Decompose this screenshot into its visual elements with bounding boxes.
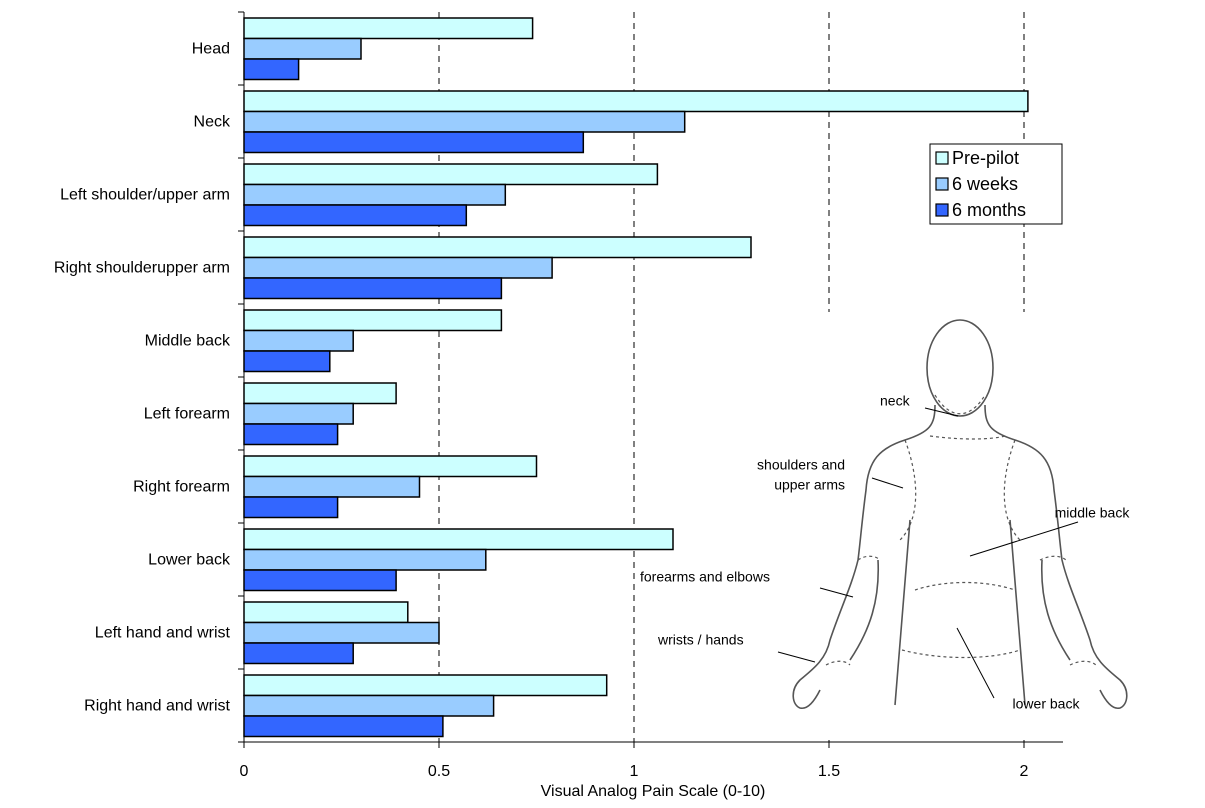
legend-label: Pre-pilot xyxy=(952,148,1019,168)
x-tick-label: 2 xyxy=(1020,763,1029,780)
annotation-leader xyxy=(777,651,816,663)
bar xyxy=(243,256,553,279)
y-tick-label: Left forearm xyxy=(144,406,230,423)
body-outline xyxy=(914,581,1016,591)
bar xyxy=(243,37,362,60)
body-outline xyxy=(894,519,1026,706)
bar xyxy=(243,382,397,405)
bar xyxy=(243,455,538,478)
body-outline xyxy=(926,319,994,417)
bar xyxy=(243,90,1029,113)
y-tick-label: Left shoulder/upper arm xyxy=(60,187,230,204)
annotation-leader xyxy=(924,407,959,417)
legend-label: 6 months xyxy=(952,200,1026,220)
bar xyxy=(243,402,354,425)
bar xyxy=(243,204,468,227)
bar xyxy=(243,496,339,519)
body-diagram xyxy=(792,319,1128,710)
body-outline xyxy=(929,435,1006,440)
bar xyxy=(243,350,331,373)
body-outline xyxy=(899,439,1021,541)
annotation: lower back xyxy=(1013,696,1081,712)
legend-marker xyxy=(935,151,949,165)
bar xyxy=(243,548,487,571)
annotation-leader xyxy=(956,627,995,699)
bar xyxy=(243,642,354,665)
bar xyxy=(243,309,503,332)
y-tick-label: Lower back xyxy=(148,552,231,569)
bar xyxy=(243,131,585,154)
bar xyxy=(243,17,534,40)
bar xyxy=(243,569,397,592)
annotation: shoulders and xyxy=(757,457,845,473)
bar xyxy=(243,694,495,717)
bar xyxy=(243,236,752,259)
annotation-leader xyxy=(819,587,854,598)
bar xyxy=(243,674,608,697)
x-tick-label: 1.5 xyxy=(818,763,840,780)
y-tick-label: Middle back xyxy=(145,333,231,350)
bar xyxy=(243,277,503,300)
bar xyxy=(243,329,354,352)
bar xyxy=(243,601,409,624)
legend-marker xyxy=(935,177,949,191)
annotation: forearms and elbows xyxy=(640,569,770,585)
y-tick-label: Right forearm xyxy=(133,479,230,496)
body-outline xyxy=(857,555,1067,561)
y-tick-label: Left hand and wrist xyxy=(95,625,231,642)
body-outline xyxy=(825,660,1097,666)
annotation: wrists / hands xyxy=(657,632,744,648)
x-tick-label: 1 xyxy=(630,763,639,780)
bar xyxy=(243,183,507,206)
y-tick-label: Neck xyxy=(194,114,231,131)
y-tick-label: Right shoulderupper arm xyxy=(54,260,230,277)
bar xyxy=(243,715,444,738)
annotation: upper arms xyxy=(774,477,845,493)
x-tick-label: 0.5 xyxy=(428,763,450,780)
legend-box xyxy=(929,143,1063,225)
annotation-leader xyxy=(871,477,904,489)
annotation: neck xyxy=(880,393,911,409)
annotation: middle back xyxy=(1055,505,1131,521)
x-tick-label: 0 xyxy=(240,763,249,780)
bar xyxy=(243,423,339,446)
body-outline xyxy=(901,649,1021,659)
y-tick-label: Right hand and wrist xyxy=(84,698,230,715)
legend-label: 6 weeks xyxy=(952,174,1018,194)
annotation-leader xyxy=(969,521,1079,557)
bar xyxy=(243,163,659,186)
y-tick-label: Head xyxy=(192,41,230,58)
body-outline xyxy=(792,404,1128,710)
bar xyxy=(243,110,686,133)
body-outline xyxy=(849,559,1071,661)
bar xyxy=(243,528,674,551)
bar xyxy=(243,621,440,644)
legend-marker xyxy=(935,203,949,217)
x-axis-label: Visual Analog Pain Scale (0-10) xyxy=(541,783,766,800)
bar xyxy=(243,58,300,81)
diagram-background xyxy=(645,312,1100,740)
bar xyxy=(243,475,421,498)
body-outline xyxy=(934,394,986,415)
